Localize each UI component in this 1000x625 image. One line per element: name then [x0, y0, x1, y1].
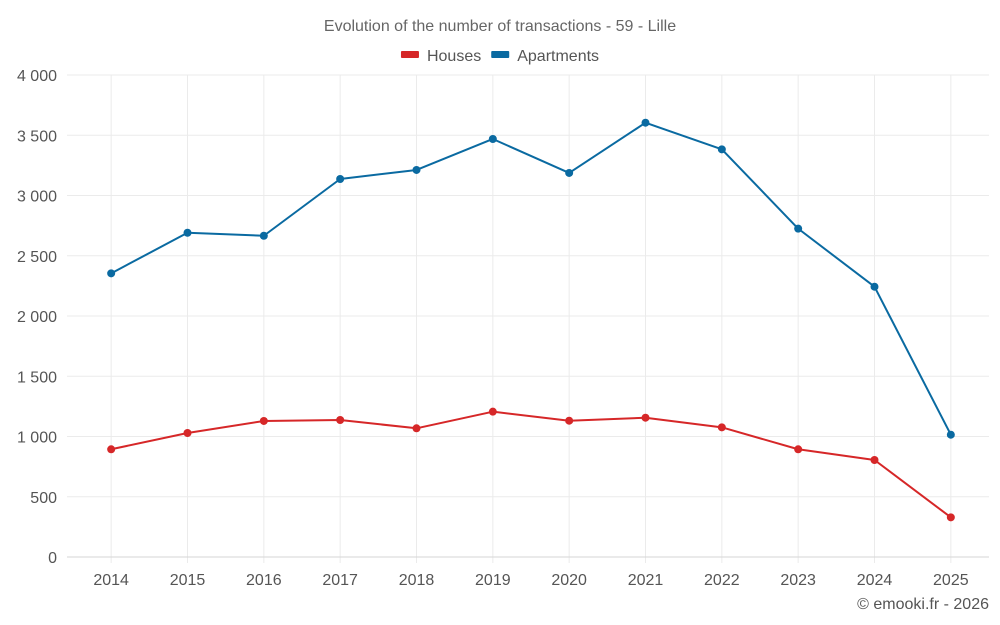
series-group — [107, 118, 955, 522]
legend: Houses Apartments — [400, 48, 599, 65]
y-tick-label: 3 000 — [17, 189, 57, 206]
x-tick-label: 2014 — [93, 572, 129, 589]
data-point[interactable] — [336, 174, 345, 183]
x-gridlines — [110, 75, 952, 563]
legend-item-apartments[interactable]: Apartments — [491, 48, 599, 65]
x-tick-label: 2017 — [322, 572, 358, 589]
series-apartments — [107, 118, 955, 439]
credit-text: © emooki.fr - 2026 — [857, 596, 989, 613]
x-tick-label: 2019 — [475, 572, 511, 589]
data-point[interactable] — [259, 416, 268, 425]
data-point[interactable] — [183, 228, 192, 237]
series-houses — [107, 407, 955, 522]
data-point[interactable] — [794, 445, 803, 454]
data-point[interactable] — [870, 282, 879, 291]
data-point[interactable] — [641, 413, 650, 422]
x-tick-label: 2018 — [399, 572, 435, 589]
x-tick-label: 2021 — [628, 572, 664, 589]
y-tick-label: 4 000 — [17, 68, 57, 85]
data-point[interactable] — [259, 231, 268, 240]
data-point[interactable] — [794, 224, 803, 233]
y-tick-label: 2 500 — [17, 249, 57, 266]
legend-label: Houses — [427, 48, 481, 65]
series-line — [110, 410, 952, 519]
x-tick-label: 2020 — [551, 572, 587, 589]
y-axis-ticks: 0 500 1 000 1 500 2 000 2 500 3 000 3 500 4 000 — [17, 68, 57, 567]
x-tick-label: 2023 — [780, 572, 816, 589]
data-point[interactable] — [565, 416, 574, 425]
legend-item-houses[interactable]: Houses — [400, 48, 481, 65]
x-tick-label: 2025 — [933, 572, 969, 589]
data-point[interactable] — [107, 445, 116, 454]
x-tick-label: 2015 — [170, 572, 206, 589]
data-point[interactable] — [183, 429, 192, 438]
data-point[interactable] — [107, 269, 116, 278]
data-point[interactable] — [565, 168, 574, 177]
x-tick-label: 2016 — [246, 572, 282, 589]
legend-swatch — [491, 51, 510, 58]
chart-title: Evolution of the number of transactions … — [324, 18, 676, 35]
y-tick-label: 1 500 — [17, 369, 57, 386]
data-point[interactable] — [946, 513, 955, 522]
legend-swatch — [400, 51, 419, 58]
y-tick-label: 2 000 — [17, 309, 57, 326]
legend-label: Apartments — [517, 48, 599, 65]
x-tick-label: 2022 — [704, 572, 740, 589]
data-point[interactable] — [717, 423, 726, 432]
data-point[interactable] — [488, 407, 497, 416]
data-point[interactable] — [946, 430, 955, 439]
data-point[interactable] — [412, 165, 421, 174]
series-line — [110, 121, 952, 436]
y-tick-label: 3 500 — [17, 128, 57, 145]
y-gridlines — [67, 74, 989, 558]
y-tick-label: 500 — [30, 490, 57, 507]
x-tick-label: 2024 — [857, 572, 893, 589]
x-axis-ticks: 2014 2015 2016 2017 2018 2019 2020 2021 2022 2023… — [93, 572, 968, 589]
data-point[interactable] — [641, 118, 650, 127]
data-point[interactable] — [717, 145, 726, 154]
data-point[interactable] — [412, 424, 421, 433]
y-tick-label: 1 000 — [17, 430, 57, 447]
y-tick-label: 0 — [48, 550, 57, 567]
data-point[interactable] — [870, 455, 879, 464]
data-point[interactable] — [336, 415, 345, 424]
data-point[interactable] — [488, 134, 497, 143]
